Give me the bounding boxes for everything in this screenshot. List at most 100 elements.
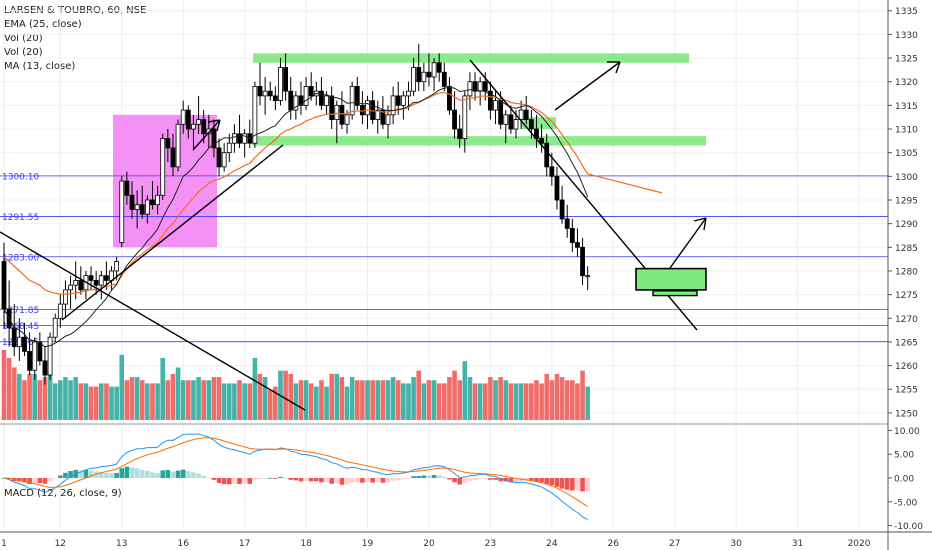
macd-tick-label: 10.00 — [894, 427, 920, 437]
volume-bar — [247, 383, 253, 420]
price-tick-label: 1290 — [895, 220, 918, 230]
macd-histogram-bar — [88, 470, 94, 478]
candle-body — [472, 81, 478, 92]
macd-histogram-bar — [98, 471, 104, 478]
candle-body — [47, 336, 53, 376]
volume-bar — [155, 383, 160, 420]
macd-histogram-bar — [22, 478, 27, 483]
volume-bar — [160, 357, 166, 420]
volume-bar — [1, 350, 7, 420]
vol-legend-item-2[interactable]: Vol (20) — [4, 47, 43, 58]
candle-body — [575, 242, 580, 248]
macd-legend[interactable]: MACD (12, 26, close, 9) — [4, 488, 122, 499]
vol-legend-item-1[interactable]: Vol (20) — [4, 33, 43, 44]
candle-body — [267, 90, 273, 97]
candle-body — [319, 90, 324, 106]
volume-bar — [293, 383, 299, 420]
time-tick-label: 20 — [423, 539, 435, 549]
candle-body — [518, 109, 524, 120]
volume-bar — [201, 380, 206, 420]
candle-body — [114, 261, 120, 272]
macd-histogram-bar — [63, 472, 68, 478]
volume-bar — [165, 380, 171, 420]
volume-bar — [124, 380, 130, 420]
macd-histogram-bar — [298, 478, 304, 482]
candle-body — [487, 90, 493, 111]
candle-body — [237, 133, 242, 144]
macd-histogram-bar — [278, 476, 283, 478]
macd-histogram-bar — [559, 478, 565, 489]
macd-histogram-bar — [242, 478, 247, 484]
volume-bar — [129, 377, 135, 420]
macd-histogram-bar — [375, 478, 381, 483]
macd-tick-label: -5.00 — [894, 498, 918, 508]
candles — [1, 43, 591, 385]
trend-drawings — [0, 59, 707, 411]
price-tick-label: 1315 — [895, 102, 918, 112]
volume-bar — [462, 361, 468, 420]
candle-body — [221, 152, 227, 168]
time-tick-label: 31 — [792, 539, 803, 549]
time-tick-label: 30 — [730, 539, 742, 549]
macd-histogram-bar — [406, 478, 411, 479]
ma-legend-item[interactable]: MA (13, close) — [4, 61, 76, 72]
candle-body — [42, 360, 48, 376]
macd-histogram-bar — [447, 478, 452, 480]
ema-projection — [587, 173, 663, 194]
candle-body — [528, 119, 534, 130]
price-tick-label: 1260 — [895, 362, 918, 372]
macd-tick-label: 0.00 — [894, 475, 914, 485]
candle-body — [68, 284, 73, 291]
macd-histogram-bar — [283, 477, 288, 479]
macd-histogram-bar — [160, 470, 166, 478]
volume-bar — [390, 377, 396, 420]
time-tick-label: 17 — [239, 539, 250, 549]
volume-bar — [319, 380, 324, 420]
macd-histogram-bar — [155, 473, 160, 478]
candle-body — [482, 81, 488, 92]
macd-histogram-bar — [585, 478, 590, 492]
macd-histogram-bar — [477, 478, 483, 479]
macd-histogram-bar — [196, 473, 201, 478]
candle-body — [201, 119, 207, 135]
price-tick-label: 1250 — [895, 409, 918, 419]
candle-body — [93, 280, 99, 286]
signal-line — [3, 437, 588, 508]
ema-legend-item[interactable]: EMA (25, close) — [4, 19, 82, 30]
macd-histogram-bar — [349, 478, 355, 483]
macd-histogram-bar — [175, 470, 181, 478]
target-box-small — [652, 290, 698, 297]
macd-histogram-bar — [165, 470, 171, 478]
macd-histogram-bar — [109, 473, 114, 478]
volume-bar — [575, 383, 580, 420]
macd-histogram-bar — [226, 478, 232, 485]
macd-histogram-bar — [411, 476, 416, 478]
macd-tick-label: 5.00 — [894, 451, 914, 461]
macd-histogram-bar — [201, 475, 206, 478]
candle-body — [98, 275, 104, 286]
arrow-up-left-head-b — [216, 119, 221, 132]
macd-histogram-bar — [360, 478, 365, 483]
candle-body — [457, 128, 463, 139]
macd-tick-label: -10.00 — [894, 522, 923, 532]
volume-bars — [1, 350, 590, 420]
volume-bar — [549, 380, 555, 420]
volume-bar — [375, 380, 381, 420]
candle-body — [27, 350, 33, 371]
level-label: 1268.45 — [2, 322, 39, 332]
arrow-up-right-shaft — [669, 217, 707, 269]
volume-bar — [175, 367, 181, 420]
candle-body — [416, 67, 422, 83]
volume-bar — [211, 377, 217, 420]
candle-body — [211, 128, 217, 149]
candle-body — [226, 142, 232, 154]
volume-bar — [570, 380, 575, 420]
volume-bar — [431, 380, 437, 420]
candle-body — [1, 261, 7, 310]
price-tick-label: 1285 — [895, 244, 918, 254]
macd-histogram-bar — [27, 478, 32, 485]
macd-histogram-bar — [119, 468, 125, 478]
candle-body — [467, 81, 473, 97]
